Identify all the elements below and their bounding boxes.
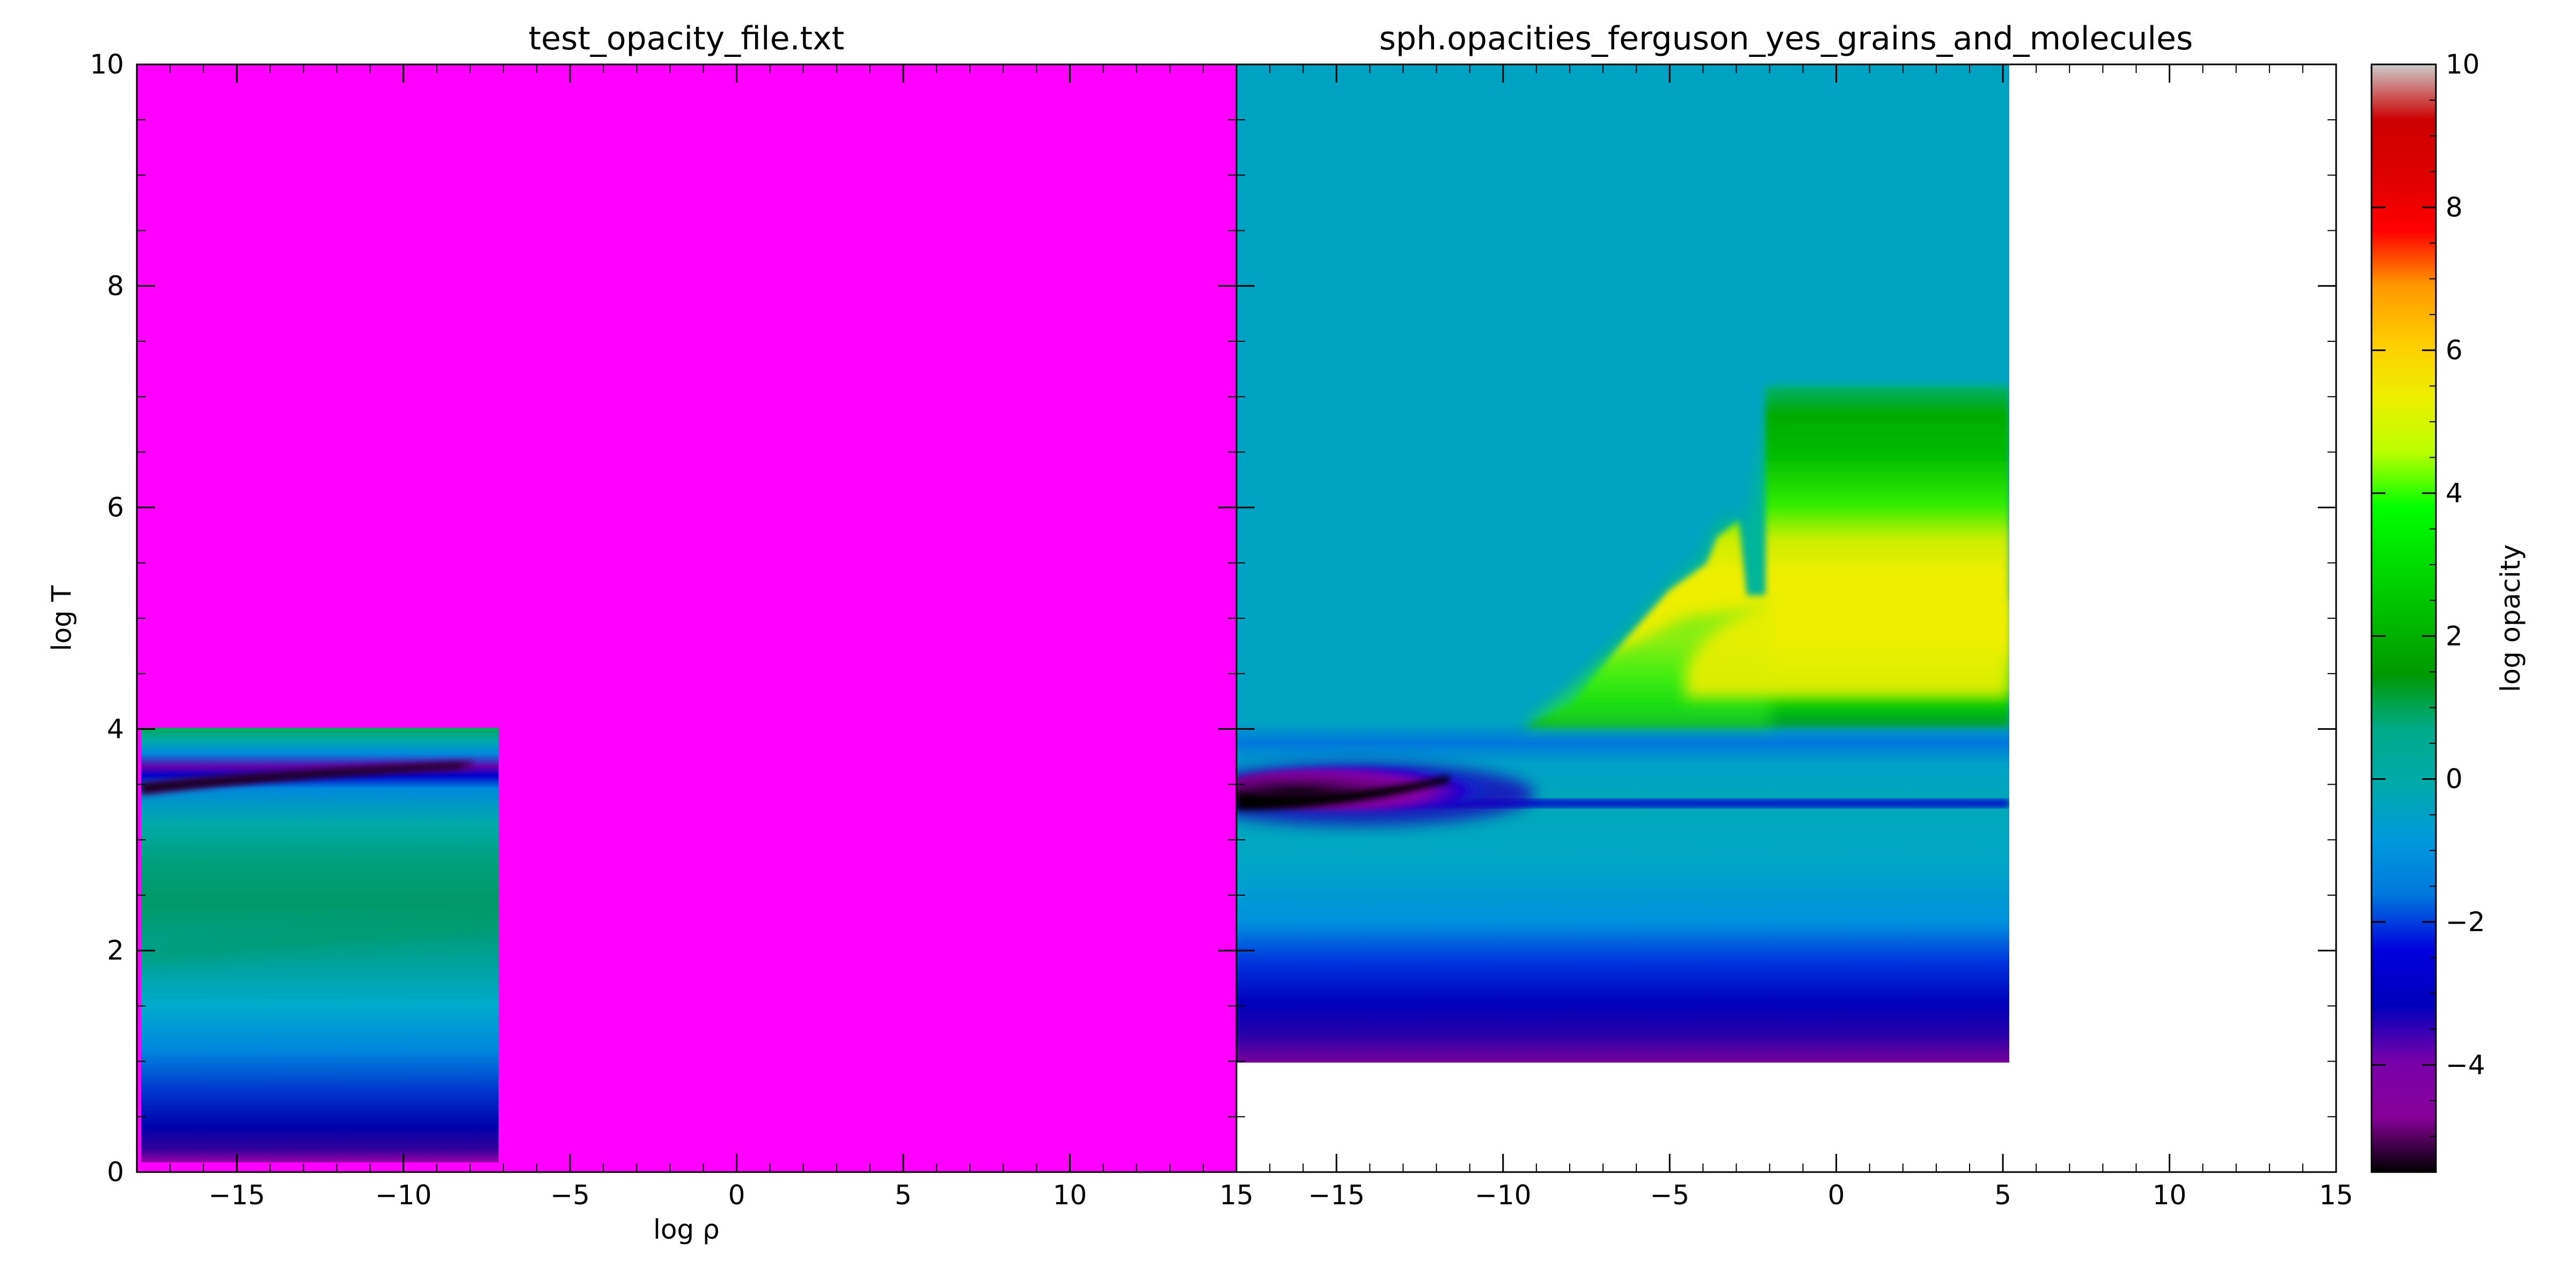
colorbar-ticks: −4 −2 0 2 4 6 8 10 [2372,49,2485,1173]
right-opacity-map [1236,64,2009,1063]
right-plot-frame [1235,63,2337,1173]
colorbar-tick-label: −4 [2446,1049,2485,1080]
x-tick-label: 15 [1219,1180,1254,1211]
x-tick-label: −5 [1650,1180,1689,1211]
x-tick-label: 10 [1053,1180,1087,1211]
colorbar-tick-label: 6 [2446,335,2463,366]
colorbar: −4 −2 0 2 4 6 8 10 log opacity [2370,49,2526,1173]
y-tick-label: 8 [107,270,124,302]
colorbar-label: log opacity [2495,544,2526,692]
colorbar-tick-label: 4 [2446,478,2463,509]
x-tick-label: 0 [728,1180,745,1211]
right-panel: sph.opacities_ferguson_yes_grains_and_mo… [1235,20,2353,1211]
colorbar-tick-label: 10 [2446,49,2480,80]
colorbar-tick-label: 8 [2446,192,2463,223]
x-tick-label: 0 [1828,1180,1845,1211]
x-tick-label: −15 [1308,1180,1365,1211]
x-tick-label: 5 [895,1180,912,1211]
y-tick-label: 2 [107,935,124,966]
left-title: test_opacity_file.txt [529,20,845,57]
x-tick-label: 15 [2319,1180,2353,1211]
colorbar-tick-label: −2 [2446,906,2485,938]
x-tick-label: −5 [550,1180,590,1211]
colorbar-gradient [2370,63,2437,1173]
colorbar-tick-label: 2 [2446,620,2463,652]
left-panel: test_opacity_file.txt log ρ log T −15 −10… [46,20,1254,1245]
y-tick-label: 0 [107,1157,124,1188]
y-tick-label: 4 [107,713,124,744]
y-tick-label: 6 [107,492,124,523]
right-title: sph.opacities_ferguson_yes_grains_and_mo… [1379,20,2193,57]
left-opacity-map [141,728,499,1162]
x-tick-label: −10 [1475,1180,1532,1211]
x-tick-label: 10 [2153,1180,2187,1211]
x-tick-label: −10 [375,1180,432,1211]
left-ylabel: log T [46,585,77,651]
colorbar-tick-label: 0 [2446,764,2463,795]
x-tick-label: 5 [1994,1180,2011,1211]
y-tick-label: 10 [90,49,124,80]
left-axis-ticks: −15 −10 −5 0 5 10 15 0 2 4 6 8 10 [90,49,1253,1211]
left-xlabel: log ρ [653,1214,720,1245]
x-tick-label: −15 [209,1180,266,1211]
